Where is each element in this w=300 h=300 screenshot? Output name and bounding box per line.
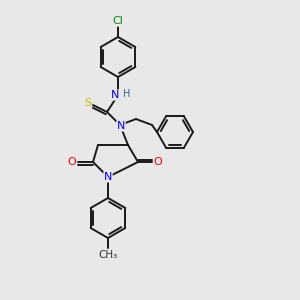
- Text: N: N: [111, 90, 119, 100]
- Text: N: N: [117, 121, 125, 131]
- Text: O: O: [154, 157, 162, 167]
- Text: N: N: [104, 172, 112, 182]
- Text: O: O: [68, 157, 76, 167]
- Text: S: S: [84, 98, 92, 108]
- Text: H: H: [123, 89, 131, 99]
- Text: CH₃: CH₃: [98, 250, 118, 260]
- Text: Cl: Cl: [112, 16, 123, 26]
